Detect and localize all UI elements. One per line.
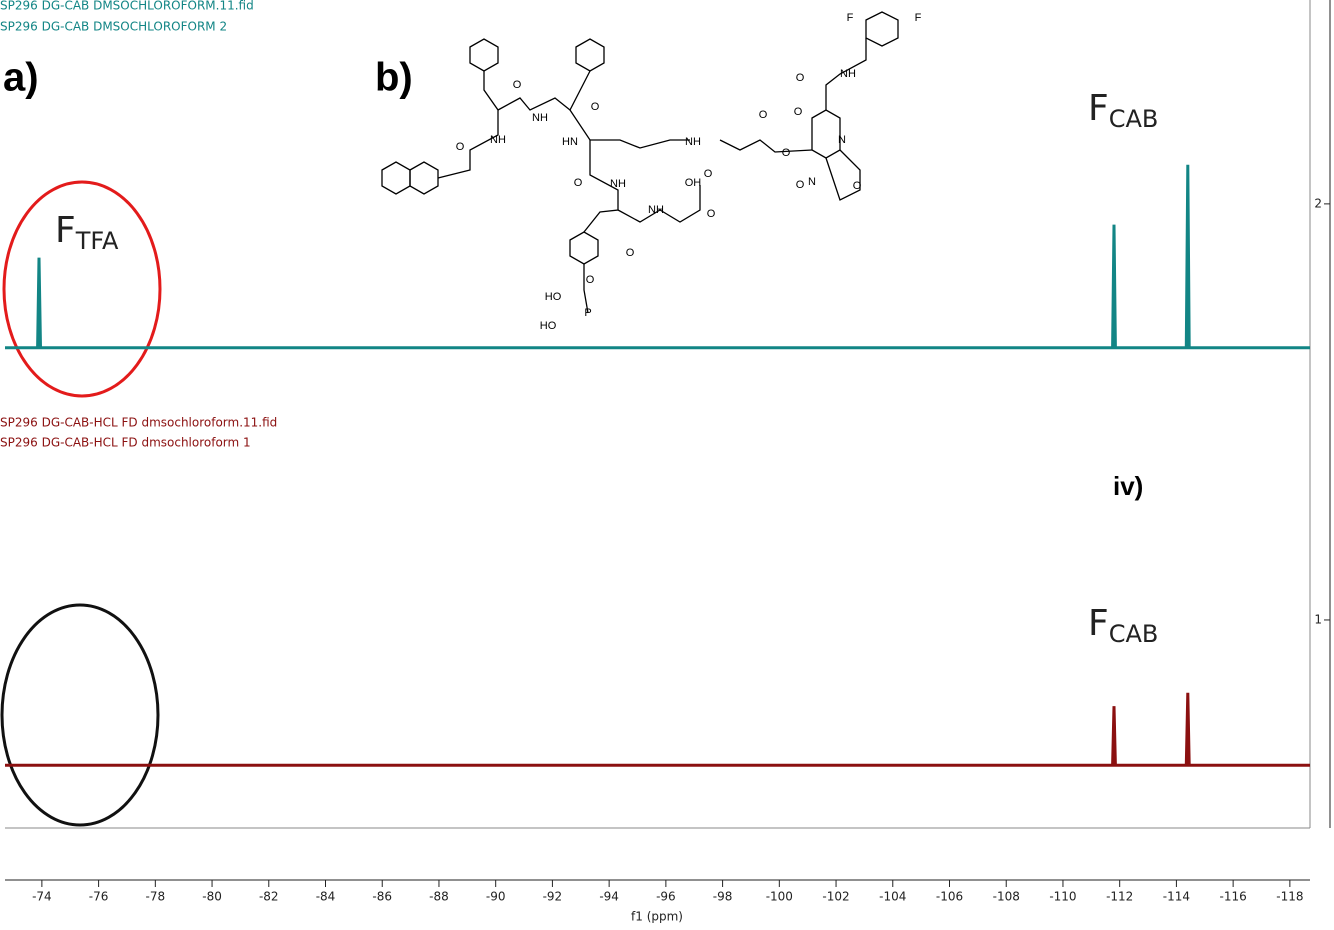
x-tick-label: -96: [656, 890, 676, 904]
atom-label: HO: [540, 320, 557, 332]
atom-label: O: [853, 180, 862, 192]
x-tick-label: -108: [993, 890, 1020, 904]
atom-label: O: [626, 247, 635, 259]
x-tick-label: -82: [259, 890, 279, 904]
atom-label: NH: [840, 68, 856, 80]
atom-label: O: [456, 141, 465, 153]
structure-sketch: [381, 11, 899, 314]
atom-label: N: [808, 176, 816, 188]
x-tick-label: -114: [1163, 890, 1190, 904]
x-tick-label: -86: [372, 890, 392, 904]
peak-label-main: F: [1088, 603, 1109, 644]
x-tick-label: -118: [1276, 890, 1303, 904]
atom-label: O: [704, 168, 713, 180]
x-axis-label: f1 (ppm): [631, 910, 683, 924]
x-tick-label: -106: [936, 890, 963, 904]
peak-label: FTFA: [55, 210, 119, 255]
atom-label: O: [782, 147, 791, 159]
x-tick-label: -102: [822, 890, 849, 904]
x-tick-label: -100: [766, 890, 793, 904]
atom-label: O: [796, 179, 805, 191]
tfa-absent-highlight: [0, 603, 160, 827]
y-tick-label: 1: [1314, 612, 1322, 626]
legend-entry: SP296 DG-CAB DMSOCHLOROFORM.11.fid: [0, 0, 254, 13]
x-tick-label: -90: [486, 890, 506, 904]
x-tick-label: -104: [879, 890, 906, 904]
x-tick-label: -88: [429, 890, 449, 904]
spectrum-line: [5, 692, 1310, 767]
peak-label-subscript: TFA: [75, 227, 119, 255]
x-tick-label: -84: [316, 890, 336, 904]
x-tick-label: -116: [1220, 890, 1247, 904]
peak-label-subscript: CAB: [1109, 105, 1159, 133]
atom-label: O: [794, 106, 803, 118]
x-tick-label: -78: [146, 890, 166, 904]
peak-label-main: F: [55, 210, 76, 251]
x-tick-label: -80: [202, 890, 222, 904]
atom-label: NH: [685, 136, 701, 148]
atom-label: F: [915, 12, 922, 24]
peak-label-subscript: CAB: [1109, 620, 1159, 648]
atom-label: HN: [562, 136, 578, 148]
atom-label: O: [574, 177, 583, 189]
spectrum-line: [5, 164, 1310, 350]
legend-subtitle: SP296 DG-CAB-HCL FD dmsochloroform 1: [0, 436, 251, 450]
atom-label: HO: [545, 291, 562, 303]
x-tick-label: -74: [32, 890, 52, 904]
panel-label: iv): [1113, 471, 1143, 501]
atom-label: NH: [532, 112, 548, 124]
peak-label: FCAB: [1088, 88, 1158, 133]
atom-label: OH: [685, 177, 702, 189]
atom-label: F: [847, 12, 854, 24]
x-tick-label: -110: [1049, 890, 1076, 904]
x-tick-label: -112: [1106, 890, 1133, 904]
atom-label: O: [759, 109, 768, 121]
atom-label: NH: [648, 204, 664, 216]
atom-label: O: [796, 72, 805, 84]
atom-label: O: [591, 101, 600, 113]
atom-label: NH: [490, 134, 506, 146]
x-tick-label: -76: [89, 890, 109, 904]
legend-entry: SP296 DG-CAB-HCL FD dmsochloroform.11.fi…: [0, 416, 277, 430]
panel-label: a): [3, 56, 39, 100]
atom-label: O: [586, 274, 595, 286]
atom-label: O: [513, 79, 522, 91]
atom-label: NH: [610, 178, 626, 190]
legend-subtitle: SP296 DG-CAB DMSOCHLOROFORM 2: [0, 20, 227, 34]
panel-label: b): [375, 56, 413, 100]
peak-label: FCAB: [1088, 603, 1158, 648]
atom-label: P: [584, 307, 591, 319]
atom-label: N: [838, 134, 846, 146]
x-tick-label: -98: [713, 890, 733, 904]
x-tick-label: -92: [543, 890, 563, 904]
peak-label-main: F: [1088, 88, 1109, 129]
tfa-highlight: [2, 180, 162, 398]
atom-label: O: [707, 208, 716, 220]
y-tick-label: 2: [1314, 196, 1322, 210]
x-tick-label: -94: [599, 890, 619, 904]
